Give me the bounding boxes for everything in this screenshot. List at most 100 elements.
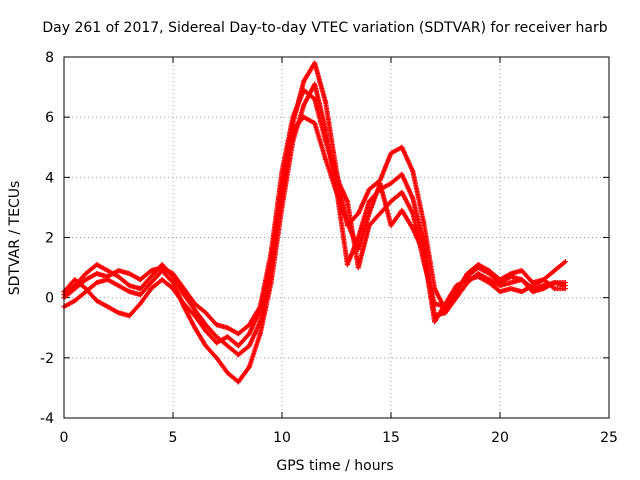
data-point bbox=[366, 186, 372, 192]
data-point bbox=[246, 322, 252, 328]
data-point bbox=[72, 277, 78, 283]
data-point bbox=[312, 120, 318, 126]
data-point bbox=[116, 310, 121, 316]
x-tick-label: 25 bbox=[600, 430, 618, 446]
y-axis-label: SDTVAR / TECUs bbox=[7, 181, 23, 296]
data-point bbox=[225, 370, 230, 376]
data-point bbox=[508, 286, 514, 292]
data-point bbox=[279, 204, 285, 210]
data-point bbox=[432, 319, 438, 325]
data-point bbox=[83, 277, 89, 283]
data-point bbox=[159, 265, 165, 271]
data-point bbox=[192, 301, 198, 307]
data-point bbox=[105, 304, 111, 310]
data-point bbox=[388, 150, 394, 156]
data-point bbox=[246, 331, 252, 337]
data-point bbox=[94, 280, 100, 286]
data-point bbox=[225, 343, 230, 349]
data-point bbox=[105, 268, 111, 274]
data-point bbox=[116, 268, 121, 274]
data-point bbox=[257, 304, 263, 310]
series-track-3 bbox=[61, 114, 568, 349]
data-point bbox=[94, 262, 100, 268]
y-tick-label: -2 bbox=[40, 351, 54, 367]
data-point bbox=[192, 307, 198, 313]
data-point bbox=[312, 81, 318, 87]
data-point bbox=[530, 283, 536, 289]
data-point bbox=[377, 210, 383, 216]
data-point bbox=[421, 219, 427, 225]
data-point bbox=[530, 289, 536, 295]
data-point bbox=[137, 301, 143, 307]
data-point bbox=[355, 210, 361, 216]
data-point bbox=[519, 289, 525, 295]
chart-title: Day 261 of 2017, Sidereal Day-to-day VTE… bbox=[42, 20, 607, 36]
data-point bbox=[235, 379, 241, 385]
data-point bbox=[203, 328, 209, 334]
data-point bbox=[148, 274, 154, 280]
data-point bbox=[486, 280, 492, 286]
x-tick-label: 10 bbox=[273, 430, 291, 446]
data-point bbox=[453, 295, 459, 301]
data-point bbox=[170, 271, 176, 277]
series-markers bbox=[61, 81, 567, 385]
data-point bbox=[366, 210, 372, 216]
data-point bbox=[235, 343, 241, 349]
data-point bbox=[541, 286, 547, 292]
grid bbox=[63, 56, 610, 419]
data-point bbox=[72, 286, 78, 292]
data-point bbox=[312, 60, 318, 66]
data-point bbox=[225, 334, 230, 340]
data-point bbox=[562, 259, 568, 265]
data-point bbox=[268, 280, 274, 286]
data-point bbox=[137, 286, 143, 292]
data-points bbox=[61, 60, 568, 385]
data-point bbox=[301, 114, 307, 120]
y-tick-labels: -4 -2 0 2 4 6 8 bbox=[40, 50, 54, 427]
data-point bbox=[519, 277, 525, 283]
data-point bbox=[334, 189, 339, 195]
data-point bbox=[214, 334, 220, 340]
data-point bbox=[562, 283, 568, 289]
data-point bbox=[192, 325, 198, 331]
data-point bbox=[181, 292, 187, 298]
data-point bbox=[323, 156, 329, 162]
data-point bbox=[214, 340, 220, 346]
data-point bbox=[508, 274, 514, 280]
data-point bbox=[421, 259, 427, 265]
data-point bbox=[246, 364, 252, 370]
data-point bbox=[497, 289, 503, 295]
data-point bbox=[126, 271, 132, 277]
data-point bbox=[148, 286, 154, 292]
data-point bbox=[399, 171, 405, 177]
data-point bbox=[344, 262, 350, 268]
data-point bbox=[301, 78, 307, 84]
data-point bbox=[388, 180, 394, 186]
series-markers bbox=[61, 114, 567, 349]
data-point bbox=[355, 265, 361, 271]
data-point bbox=[508, 280, 514, 286]
x-tick-label: 15 bbox=[382, 430, 400, 446]
data-point bbox=[443, 310, 448, 316]
data-point bbox=[290, 114, 296, 120]
data-point bbox=[552, 268, 557, 274]
data-point bbox=[83, 271, 89, 277]
data-point bbox=[552, 286, 557, 292]
data-point bbox=[344, 198, 350, 204]
data-point bbox=[257, 331, 263, 337]
data-point bbox=[334, 174, 339, 180]
data-point bbox=[323, 99, 329, 105]
data-point bbox=[519, 268, 525, 274]
data-point bbox=[301, 102, 307, 108]
data-point bbox=[137, 292, 143, 298]
data-point bbox=[137, 277, 143, 283]
data-point bbox=[552, 280, 557, 286]
y-tick-label: -4 bbox=[40, 411, 54, 427]
data-point bbox=[203, 310, 209, 316]
data-point bbox=[366, 198, 372, 204]
data-point bbox=[377, 180, 383, 186]
data-point bbox=[214, 322, 220, 328]
data-point bbox=[235, 331, 241, 337]
data-point bbox=[323, 138, 329, 144]
